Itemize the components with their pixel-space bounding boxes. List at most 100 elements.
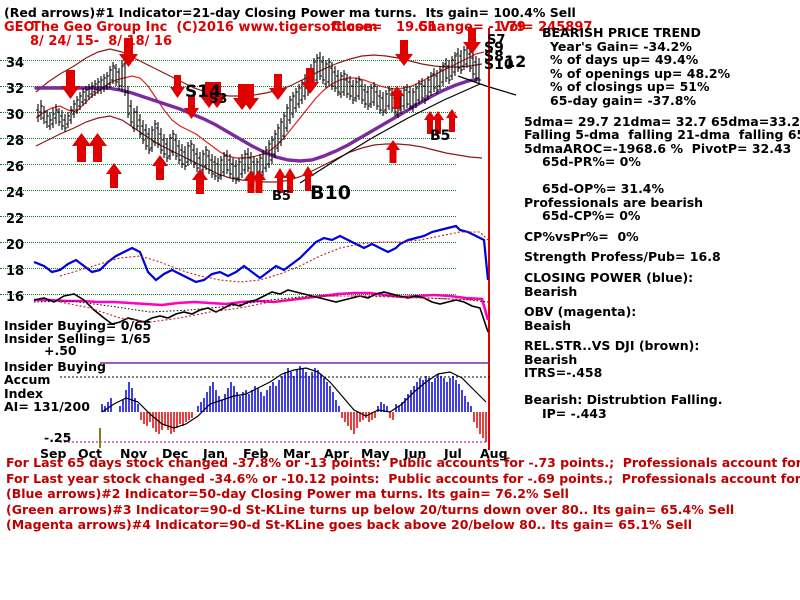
annotation-s9: S9 [484,40,504,56]
accum-histogram-negative [140,412,487,442]
x-tick-apr: Apr [324,446,349,461]
closing-power-value: Bearish [524,283,578,299]
closing-power-line [33,224,490,284]
gridline [0,138,456,139]
footer-line-3: (Blue arrows)#2 Indicator=50-day Closing… [6,486,569,501]
annotation-s7: S7 [487,33,506,48]
annotation-s3: S3 [209,92,228,107]
cp-65d: 65d-CP%= 0% [542,208,641,224]
distribution-status: Bearish: Distrubtion Falling. [524,392,723,408]
gridline [0,86,456,87]
trendline-support [299,83,481,184]
gridline [0,190,456,191]
purple-ma-line [34,77,480,163]
accum-label-line1: Insider Buying [4,359,106,374]
cp-vs-pr: CP%vsPr%= 0% [524,228,639,244]
strength-profess-pub: Strength Profess/Pub= 16.8 [524,249,721,265]
obv-title: OBV (magenta): [524,304,637,320]
buy-arrows [72,86,458,194]
closing-power-title: CLOSING POWER (blue): [524,269,694,285]
footer-line-5: (Magenta arrows)#4 Indicator=90-d St-KLi… [6,517,692,532]
trend-title: BEARISH PRICE TREND [542,25,701,40]
stats-panel: BEARISH PRICE TREND Year's Gain= -34.2% … [524,26,800,420]
footer-notes: For Last 65 days stock changed -37.8% or… [0,455,800,533]
accum-histogram-positive [101,366,472,412]
indicator-1-line: (Red arrows)#1 Indicator=21-day Closing … [4,5,576,20]
price-bars [36,44,481,184]
aroc-line: 5dmaAROC=-1968.6 % PivotP= 32.43 [524,140,792,156]
accum-ma-line [101,367,487,429]
x-tick-may: May [361,446,390,461]
y-tick-28: 28 [6,134,25,149]
insider-selling-count: Insider Selling= 1/65 [4,331,151,346]
ticker-symbol: GEO [4,20,35,35]
gridline [0,164,456,165]
annotation-b10: B10 [310,182,351,204]
annotation-s8: S8 [484,49,504,65]
annotation-12: 12 [504,52,527,71]
y-tick-34: 34 [6,56,25,71]
obv-ma-line [59,295,481,323]
trendline-resistance [457,75,517,96]
professionals-status: Professionals are bearish [524,194,704,210]
accum-label-line2: Accum [4,372,51,387]
days-up: % of days up= 49.4% [550,52,699,68]
annotation-s10: S10 [484,57,514,73]
dma-line: 5dma= 29.7 21dma= 32.7 65dma=33.2 [524,113,800,129]
gain-65day: 65-day gain= -37.8% [550,92,697,108]
y-tick-24: 24 [6,186,25,201]
x-tick-feb: Feb [243,446,269,461]
y-tick-16: 16 [6,290,25,305]
x-tick-jun: Jun [404,446,427,461]
y-tick-32: 32 [6,82,25,97]
insider-buying-count: Insider Buying= 0/65 [4,318,152,333]
accum-scale-plus: +.50 [44,343,77,358]
openings-up: % of openings up= 48.2% [550,65,731,81]
gridline [0,216,456,217]
gridline [0,112,456,113]
y-tick-18: 18 [6,264,25,279]
x-tick-jul: Jul [444,446,462,461]
years-gain: Year's Gain= -34.2% [550,38,692,54]
x-tick-sep: Sep [40,446,67,461]
rel-strength-line [33,289,489,333]
x-tick-dec: Dec [162,446,189,461]
sell-arrows [61,28,481,119]
annotation-b5-left: B5 [272,189,291,204]
obv-value: Beaish [524,317,572,333]
annotation-s14: S14 [185,82,221,102]
itrs-value: ITRS=-.458 [524,365,603,381]
ip-value: IP= -.443 [542,405,607,421]
relstr-value: Bearish [524,351,578,367]
company-name: The Geo Group Inc (C)2016 www.tigersoft.… [32,20,378,35]
gridline [0,242,456,243]
pr-65d: 65d-PR%= 0% [542,154,641,170]
accum-scale-minus: -.25 [44,430,72,445]
x-tick-oct: Oct [78,446,103,461]
footer-line-1: For Last 65 days stock changed -37.8% or… [6,455,800,470]
y-tick-30: 30 [6,108,25,123]
change-value: Change= -1.79 [418,20,526,35]
relstr-title: REL.STR..VS DJI (brown): [524,338,700,354]
footer-line-4: (Green arrows)#3 Indicator=90-d St-KLine… [6,501,735,517]
footer-line-2: For Last year stock changed -34.6% or -1… [6,470,800,486]
x-tick-nov: Nov [120,446,148,461]
gridline [0,60,456,61]
gridline [0,294,456,295]
y-tick-26: 26 [6,160,25,175]
volume-value: Vol= 245897 [500,20,593,35]
x-tick-jan: Jan [203,446,225,461]
x-tick-mar: Mar [283,446,311,461]
close-price: Close= 19.51 [332,20,438,35]
op-65d: 65d-OP%= 31.4% [542,180,665,196]
closing-power-ma-line [59,231,489,283]
closings-up: % of closings up= 51% [550,79,710,95]
gridline [0,268,456,269]
accum-index-value: AI= 131/200 [4,399,90,414]
x-tick-aug: Aug [480,446,508,461]
y-tick-22: 22 [6,212,25,227]
annotation-b5-right: B5 [430,128,451,144]
y-tick-20: 20 [6,238,25,253]
